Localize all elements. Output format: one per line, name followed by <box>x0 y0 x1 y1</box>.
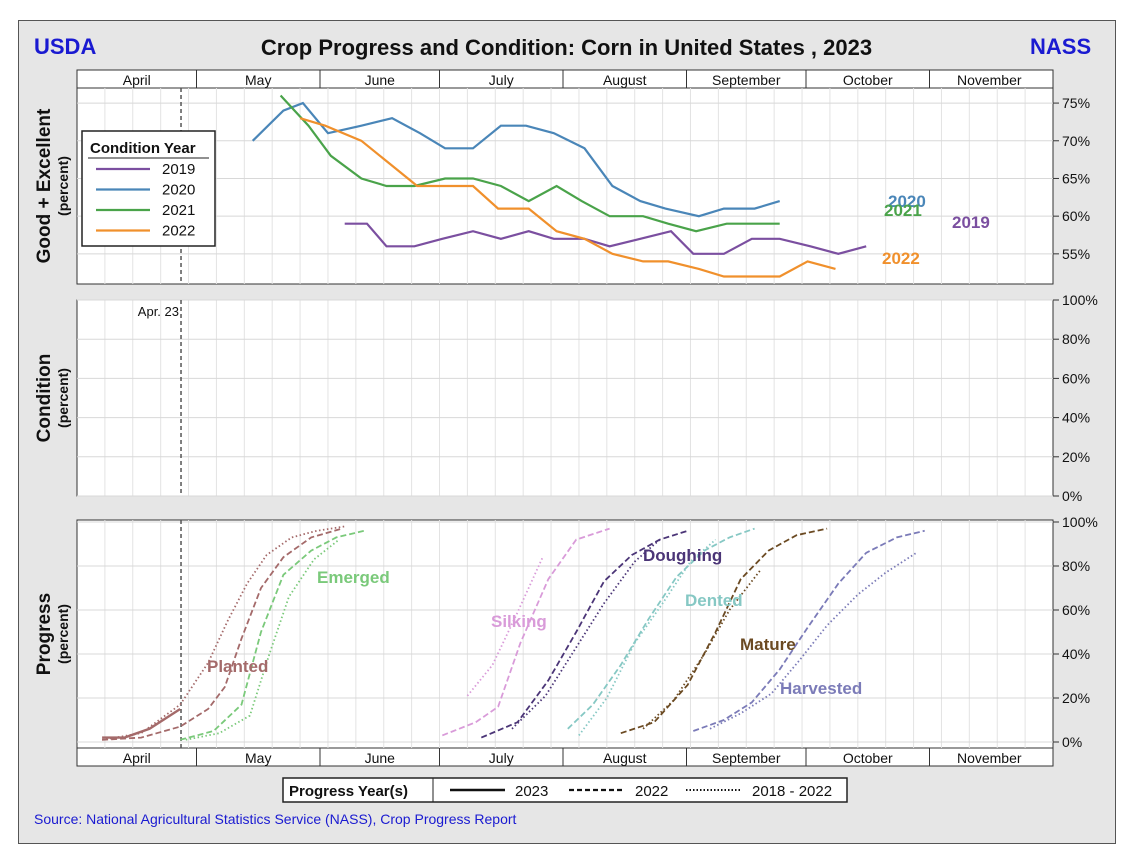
stage-label-silking: Silking <box>491 612 547 631</box>
stage-label-planted: Planted <box>207 657 268 676</box>
bottom-month-label-july: July <box>489 750 514 766</box>
series-end-label-2019: 2019 <box>952 213 990 232</box>
good_excellent-ytick-label: 55% <box>1062 246 1090 262</box>
condition-ytick-label: 40% <box>1062 410 1090 426</box>
reference-line-label: Apr. 23 <box>138 304 179 319</box>
bottom-month-label-september: September <box>712 750 781 766</box>
legend-label-2021: 2021 <box>162 202 195 219</box>
condition-panel: 0% 20% 40% 60% 80% 100% Condition (percent) <box>34 292 1098 504</box>
progress-ytick-label: 60% <box>1062 602 1090 618</box>
bottom-month-strip: April May June July August September October No… <box>76 747 1054 767</box>
good_excellent-ytick-label: 75% <box>1062 95 1090 111</box>
bottom-month-label-october: October <box>843 750 893 766</box>
progress-legend-label-1: 2022 <box>635 783 668 800</box>
top-month-label-july: July <box>489 72 514 88</box>
progress-line-dented-dash <box>567 527 755 730</box>
top-month-label-november: November <box>957 72 1022 88</box>
stage-label-dented: Dented <box>685 591 743 610</box>
progress-plot-area <box>76 519 1054 749</box>
condition-ytick-label: 20% <box>1062 449 1090 465</box>
top-month-label-april: April <box>123 72 151 88</box>
series-end-label-2021: 2021 <box>884 201 922 220</box>
series-line-2020 <box>251 101 781 218</box>
progress-ytick-label: 40% <box>1062 646 1090 662</box>
bottom-month-strip-bg <box>76 747 1054 767</box>
progress-line-silking-dot <box>466 556 544 697</box>
condition-ylabel: Condition <box>34 354 55 443</box>
progress-ytick-label: 80% <box>1062 558 1090 574</box>
series-line-2022 <box>299 117 836 278</box>
good_excellent-ytick-label: 65% <box>1062 170 1090 186</box>
condition-ytick-label: 100% <box>1062 292 1098 308</box>
progress-ytick-label: 100% <box>1062 514 1098 530</box>
progress-legend-label-2: 2018 - 2022 <box>752 783 832 800</box>
good_excellent-plot-area <box>76 87 1054 285</box>
stage-label-emerged: Emerged <box>317 568 390 587</box>
progress-line-doughing-dash <box>480 529 688 739</box>
progress-line-planted-solid <box>102 707 181 739</box>
usda-label: USDA <box>34 34 97 59</box>
progress-line-silking-dash <box>441 527 610 737</box>
series-line-2021 <box>279 94 780 233</box>
condition-ytick-label: 60% <box>1062 370 1090 386</box>
progress-panel: 0% 20% 40% 60% 80% 100% Progress (percent) <box>34 514 1098 750</box>
condition-legend-title: Condition Year <box>90 140 196 157</box>
top-month-label-june: June <box>365 72 396 88</box>
bottom-month-label-june: June <box>365 750 396 766</box>
top-month-label-october: October <box>843 72 893 88</box>
stage-label-harvested: Harvested <box>780 679 862 698</box>
good_excellent-ytick-label: 70% <box>1062 133 1090 149</box>
progress-line-harvested-dash <box>692 529 925 732</box>
legend-label-2022: 2022 <box>162 223 195 240</box>
series-end-label-2020: 2020 <box>888 192 926 211</box>
series-line-2019 <box>344 222 867 255</box>
good_excellent-ylabel-sub: (percent) <box>55 156 71 216</box>
progress-ytick-label: 0% <box>1062 734 1082 750</box>
stage-label-doughing: Doughing <box>643 546 722 565</box>
progress-legend-label-0: 2023 <box>515 783 548 800</box>
condition-plot-area <box>76 299 1054 497</box>
top-month-strip-bg <box>76 69 1054 89</box>
bottom-month-label-may: May <box>245 750 271 766</box>
progress-ylabel: Progress <box>34 593 55 675</box>
condition-ylabel-sub: (percent) <box>55 368 71 428</box>
bottom-month-label-april: April <box>123 750 151 766</box>
progress-legend-title: Progress Year(s) <box>289 783 408 800</box>
top-month-label-may: May <box>245 72 271 88</box>
top-month-label-september: September <box>712 72 781 88</box>
good_excellent-ytick-label: 60% <box>1062 208 1090 224</box>
progress-line-mature-dash <box>620 527 828 735</box>
series-end-label-2022: 2022 <box>882 249 920 268</box>
progress-line-emerged-dash <box>179 529 365 741</box>
bottom-month-label-august: August <box>603 750 647 766</box>
progress-ytick-label: 20% <box>1062 690 1090 706</box>
bottom-month-label-november: November <box>957 750 1022 766</box>
nass-label: NASS <box>1030 34 1092 59</box>
good_excellent-ylabel: Good + Excellent <box>34 108 55 263</box>
stage-label-mature: Mature <box>740 635 796 654</box>
progress-legend-box <box>282 777 848 803</box>
condition-legend: Condition Year 2019 2020 2021 2022 <box>81 130 216 247</box>
progress-legend: Progress Year(s) 2023 2022 2018 - 2022 <box>282 777 848 803</box>
progress-line-planted-dash <box>102 527 343 741</box>
progress-ylabel-sub: (percent) <box>55 604 71 664</box>
condition-ytick-label: 80% <box>1062 331 1090 347</box>
condition-ytick-label: 0% <box>1062 488 1082 504</box>
progress-line-mature-dot <box>642 569 761 730</box>
progress-line-dented-dot <box>578 538 717 736</box>
source-note: Source: National Agricultural Statistics… <box>34 811 517 827</box>
legend-label-2019: 2019 <box>162 161 195 178</box>
top-month-strip: April May June July August September October No… <box>76 69 1054 89</box>
legend-label-2020: 2020 <box>162 182 195 199</box>
progress-line-harvested-dot <box>709 552 917 730</box>
progress-line-planted-dot <box>101 525 345 741</box>
top-month-label-august: August <box>603 72 647 88</box>
good_excellent-panel: 55% 60% 65% 70% 75% Good + Excellent (percent) <box>34 87 1090 285</box>
